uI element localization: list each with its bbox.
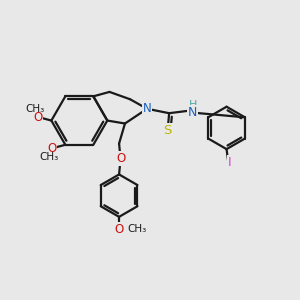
- Text: O: O: [115, 223, 124, 236]
- Text: S: S: [164, 124, 172, 137]
- Text: O: O: [33, 110, 42, 124]
- Text: H: H: [188, 100, 197, 110]
- Text: CH₃: CH₃: [25, 104, 44, 114]
- Text: O: O: [116, 152, 125, 165]
- Text: N: N: [188, 106, 197, 119]
- Text: CH₃: CH₃: [127, 224, 147, 234]
- Text: O: O: [47, 142, 56, 155]
- Text: CH₃: CH₃: [39, 152, 58, 162]
- Text: N: N: [143, 102, 152, 115]
- Text: I: I: [228, 156, 231, 169]
